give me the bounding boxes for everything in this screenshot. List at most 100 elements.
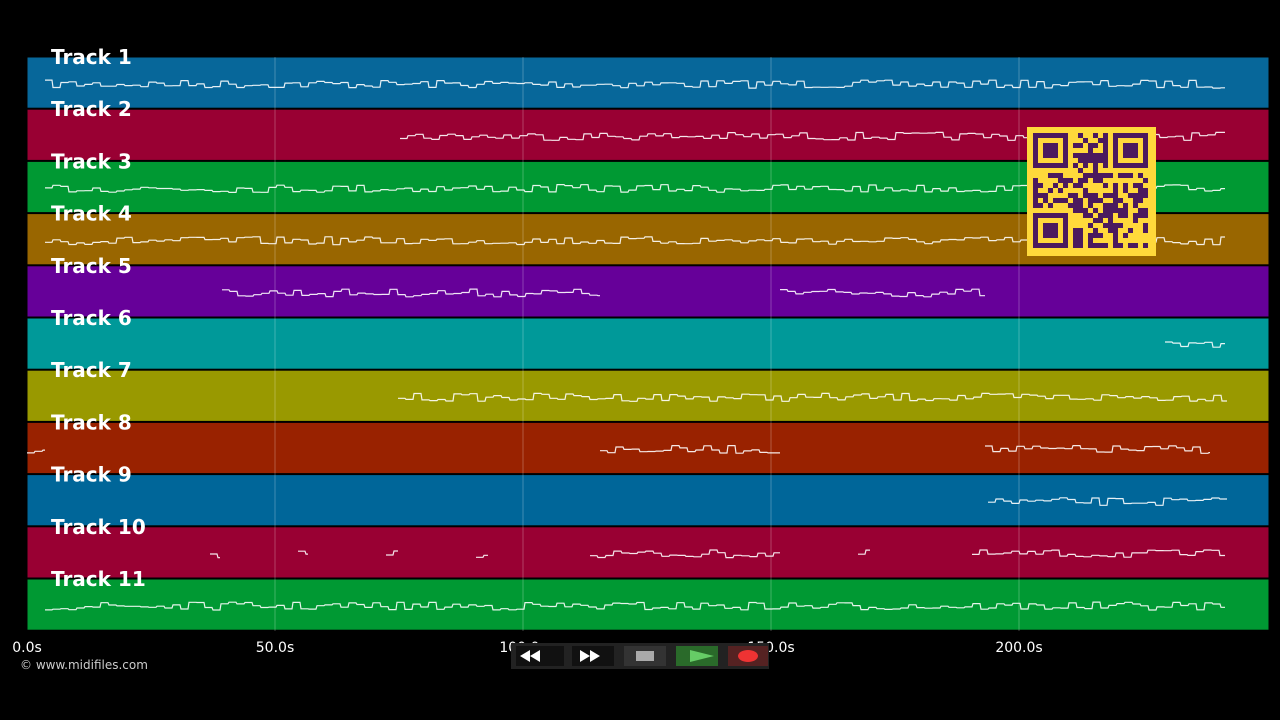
qr-cell <box>1048 173 1053 178</box>
qr-cell <box>1048 203 1053 208</box>
track-band <box>26 265 1270 318</box>
qr-cell <box>1123 233 1128 238</box>
qr-cell <box>1093 178 1098 183</box>
qr-cell <box>1103 183 1108 188</box>
note-line <box>858 549 870 555</box>
qr-cell <box>1093 163 1098 168</box>
qr-cell <box>1093 168 1098 173</box>
qr-cell <box>1078 143 1083 148</box>
qr-cell <box>1143 158 1148 163</box>
qr-cell <box>1033 223 1038 228</box>
qr-cell <box>1063 148 1068 153</box>
qr-cell <box>1033 218 1038 223</box>
track-label: Track 11 <box>51 567 146 591</box>
qr-cell <box>1103 158 1108 163</box>
qr-cell <box>1048 233 1053 238</box>
stop-button[interactable] <box>624 646 666 666</box>
qr-cell <box>1038 213 1043 218</box>
qr-cell <box>1108 173 1113 178</box>
qr-cell <box>1123 183 1128 188</box>
qr-cell <box>1133 213 1138 218</box>
qr-cell <box>1083 213 1088 218</box>
qr-cell <box>1143 243 1148 248</box>
qr-cell <box>1113 193 1118 198</box>
qr-cell <box>1103 173 1108 178</box>
player-controls <box>511 643 769 669</box>
play-button[interactable] <box>676 646 718 666</box>
qr-cell <box>1118 208 1123 213</box>
note-line <box>298 550 308 555</box>
qr-cell <box>1113 223 1118 228</box>
qr-cell <box>1043 223 1048 228</box>
qr-cell <box>1118 198 1123 203</box>
qr-cell <box>1093 133 1098 138</box>
track-band <box>26 474 1270 527</box>
qr-cell <box>1033 203 1038 208</box>
qr-cell <box>1033 228 1038 233</box>
note-line <box>210 553 220 559</box>
rewind-button[interactable] <box>516 646 564 666</box>
qr-cell <box>1078 233 1083 238</box>
qr-cell <box>1048 213 1053 218</box>
qr-cell <box>1143 213 1148 218</box>
qr-cell <box>1118 173 1123 178</box>
qr-cell <box>1113 243 1118 248</box>
qr-cell <box>1128 143 1133 148</box>
qr-cell <box>1093 143 1098 148</box>
note-line <box>476 554 488 558</box>
qr-cell <box>1058 163 1063 168</box>
qr-cell <box>1078 168 1083 173</box>
qr-cell <box>1093 173 1098 178</box>
qr-cell <box>1113 133 1118 138</box>
qr-cell <box>1103 138 1108 143</box>
qr-cell <box>1033 213 1038 218</box>
qr-cell <box>1043 133 1048 138</box>
qr-cell <box>1133 153 1138 158</box>
qr-cell <box>1133 133 1138 138</box>
qr-cell <box>1048 223 1053 228</box>
qr-cell <box>1033 143 1038 148</box>
record-button[interactable] <box>728 646 768 666</box>
qr-cell <box>1098 218 1103 223</box>
qr-cell <box>1088 173 1093 178</box>
qr-cell <box>1118 223 1123 228</box>
qr-cell <box>1123 173 1128 178</box>
qr-cell <box>1128 163 1133 168</box>
qr-cell <box>1143 148 1148 153</box>
qr-cell <box>1108 213 1113 218</box>
qr-cell <box>1118 213 1123 218</box>
note-line <box>780 288 985 298</box>
qr-cell <box>1138 193 1143 198</box>
x-tick-label: 0.0s <box>12 640 42 656</box>
qr-cell <box>1058 173 1063 178</box>
qr-cell <box>1088 143 1093 148</box>
qr-cell <box>1123 208 1128 213</box>
qr-cell <box>1078 208 1083 213</box>
track-band <box>26 578 1270 631</box>
qr-cell <box>1093 153 1098 158</box>
qr-cell <box>1098 153 1103 158</box>
qr-cell <box>1043 233 1048 238</box>
qr-cell <box>1078 243 1083 248</box>
qr-cell <box>1078 133 1083 138</box>
qr-cell <box>1113 183 1118 188</box>
qr-cell <box>1063 223 1068 228</box>
forward-button[interactable] <box>572 646 614 666</box>
qr-cell <box>1098 138 1103 143</box>
qr-cell <box>1073 203 1078 208</box>
qr-cell <box>1143 143 1148 148</box>
qr-cell <box>1053 223 1058 228</box>
qr-cell <box>1123 213 1128 218</box>
track-label: Track 7 <box>51 358 132 382</box>
qr-cell <box>1118 243 1123 248</box>
qr-cell <box>1093 218 1098 223</box>
qr-cell <box>1138 163 1143 168</box>
qr-cell <box>1098 233 1103 238</box>
qr-cell <box>1073 198 1078 203</box>
track-label: Track 3 <box>51 149 132 173</box>
qr-cell <box>1048 163 1053 168</box>
qr-cell <box>1068 178 1073 183</box>
qr-cell <box>1083 188 1088 193</box>
qr-cell <box>1143 188 1148 193</box>
note-line <box>222 288 600 298</box>
